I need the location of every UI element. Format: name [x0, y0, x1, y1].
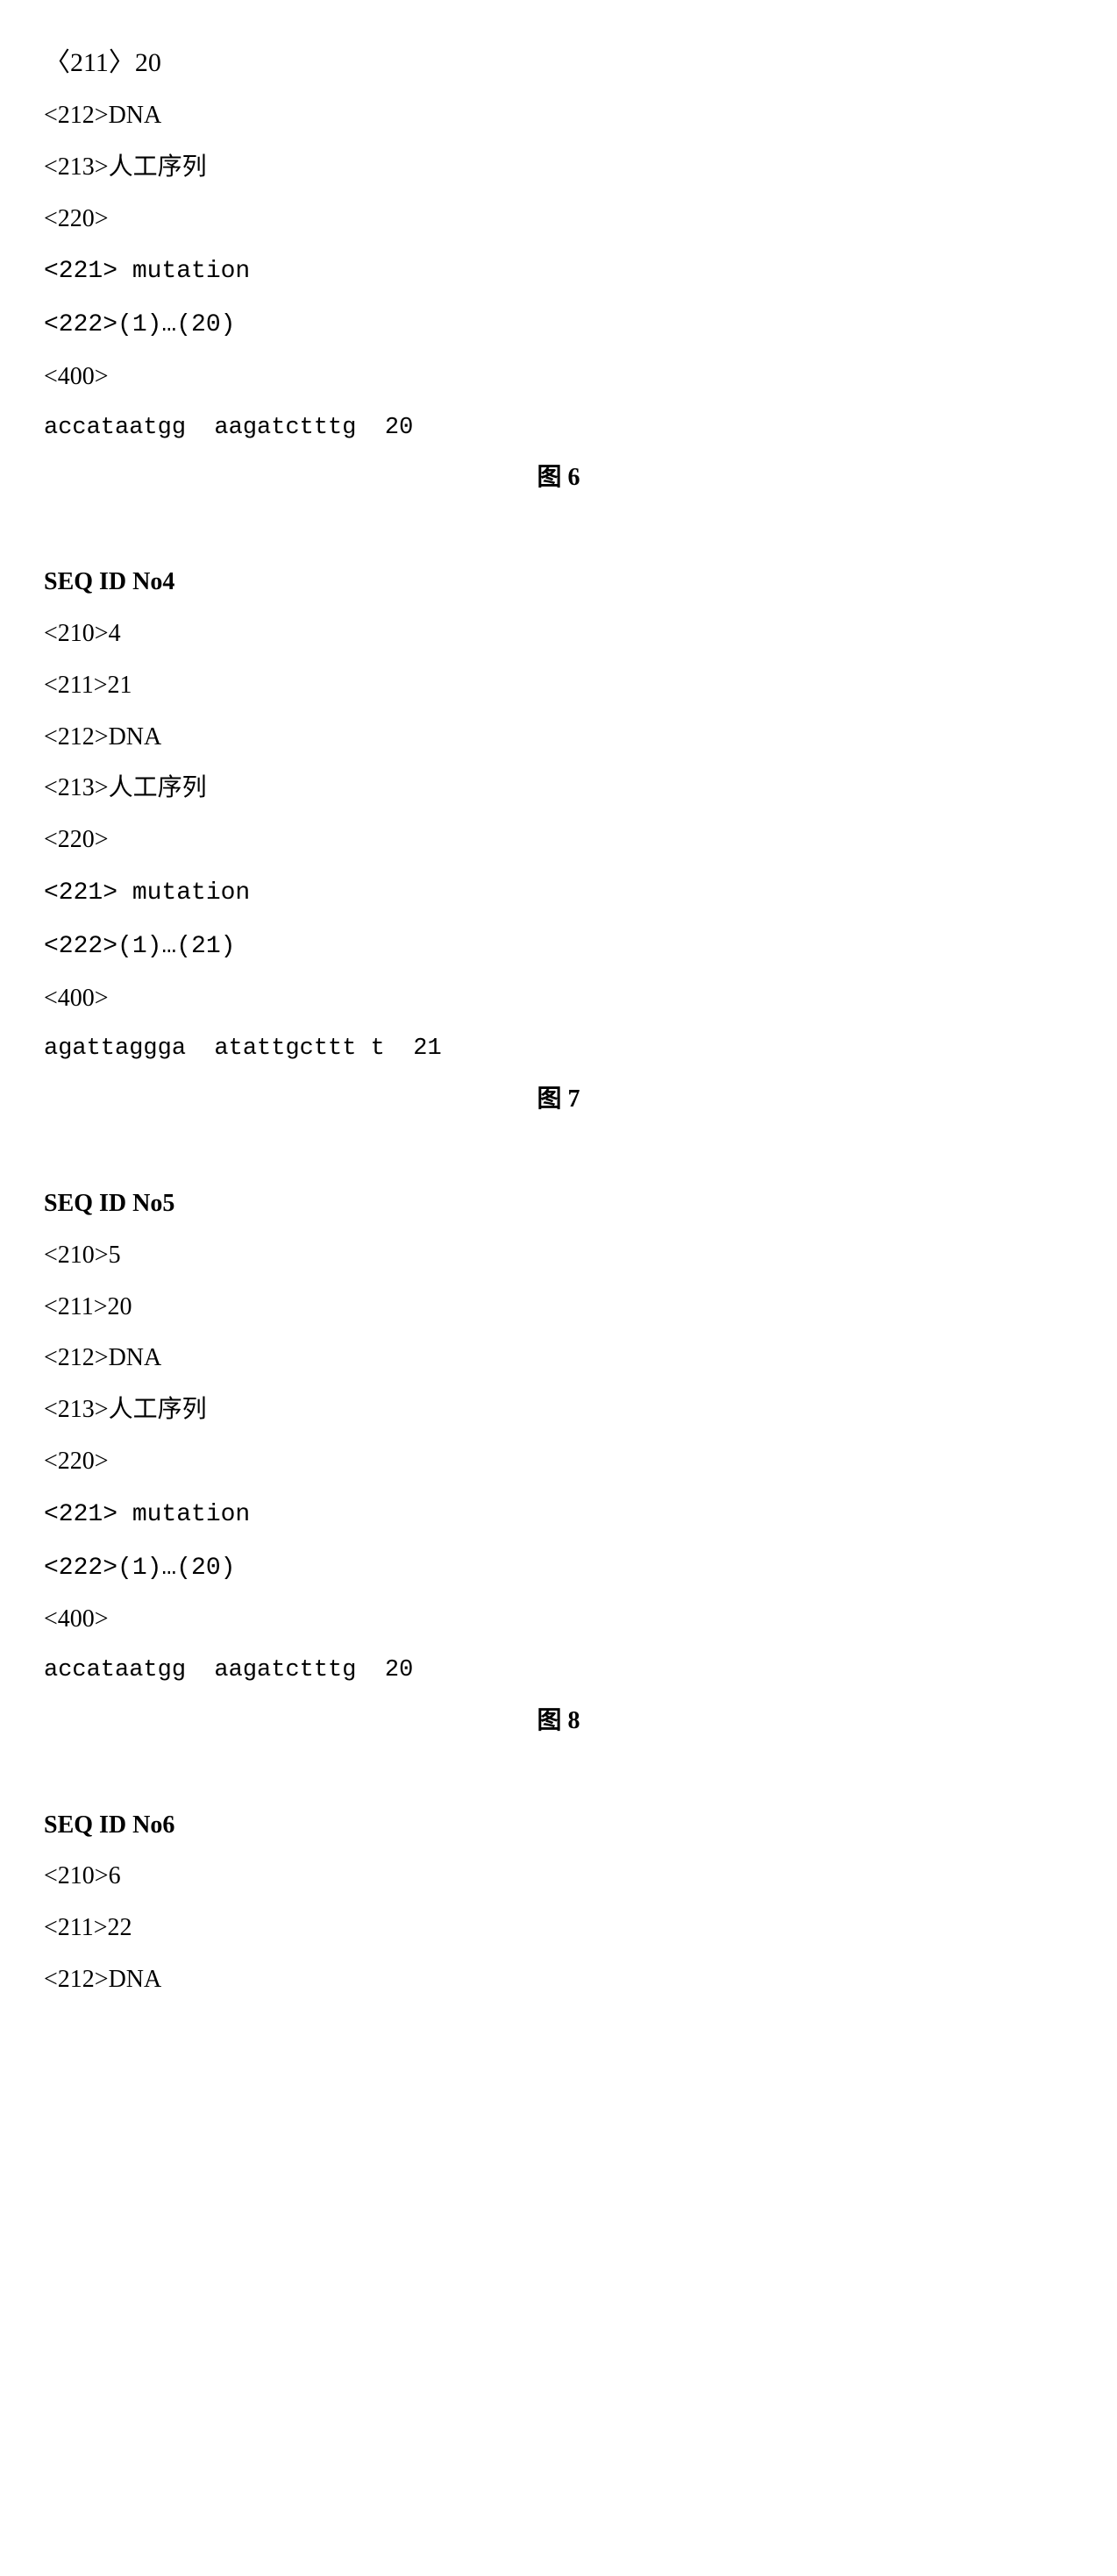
seq-id-heading-5: SEQ ID No5	[44, 1178, 1073, 1230]
seq-tag-220: <220>	[44, 815, 1073, 866]
seq-tag-221: <221> mutation	[44, 1488, 1073, 1541]
seq-tag-211: <211>22	[44, 1903, 1073, 1954]
seq-id-heading-6: SEQ ID No6	[44, 1800, 1073, 1852]
seq-tag-400: <400>	[44, 973, 1073, 1025]
seq-tag-222: <222>(1)…(20)	[44, 298, 1073, 352]
seq-tag-210: <210>5	[44, 1230, 1073, 1282]
seq-tag-213: <213>人工序列	[44, 142, 1073, 194]
seq-tag-213: <213>人工序列	[44, 1384, 1073, 1436]
seq-tag-220: <220>	[44, 194, 1073, 246]
seq-tag-212: <212>DNA	[44, 1333, 1073, 1384]
seq-tag-400: <400>	[44, 352, 1073, 403]
figure-label-6: 图 6	[44, 452, 1073, 504]
seq-id-heading-4: SEQ ID No4	[44, 557, 1073, 608]
sequence-data: accataatgg aagatctttg 20	[44, 403, 1073, 453]
seq-tag-220: <220>	[44, 1436, 1073, 1488]
figure-label-7: 图 7	[44, 1074, 1073, 1126]
seq-tag-400: <400>	[44, 1594, 1073, 1646]
seq-tag-212: <212>DNA	[44, 712, 1073, 764]
sequence-data: agattaggga atattgcttt t 21	[44, 1024, 1073, 1074]
seq-tag-211: <211>21	[44, 660, 1073, 712]
seq-tag-211: <211>20	[44, 1282, 1073, 1334]
seq-tag-210: <210>4	[44, 608, 1073, 660]
seq-tag-221: <221> mutation	[44, 245, 1073, 298]
seq-tag-212: <212>DNA	[44, 90, 1073, 142]
seq-tag-213: <213>人工序列	[44, 763, 1073, 815]
seq-tag-212: <212>DNA	[44, 1954, 1073, 2006]
seq-tag-211: 〈211〉20	[44, 35, 1073, 90]
figure-label-8: 图 8	[44, 1696, 1073, 1747]
seq-tag-221: <221> mutation	[44, 866, 1073, 920]
seq-tag-210: <210>6	[44, 1851, 1073, 1903]
seq-tag-222: <222>(1)…(20)	[44, 1541, 1073, 1595]
seq-tag-222: <222>(1)…(21)	[44, 920, 1073, 973]
sequence-data: accataatgg aagatctttg 20	[44, 1646, 1073, 1696]
